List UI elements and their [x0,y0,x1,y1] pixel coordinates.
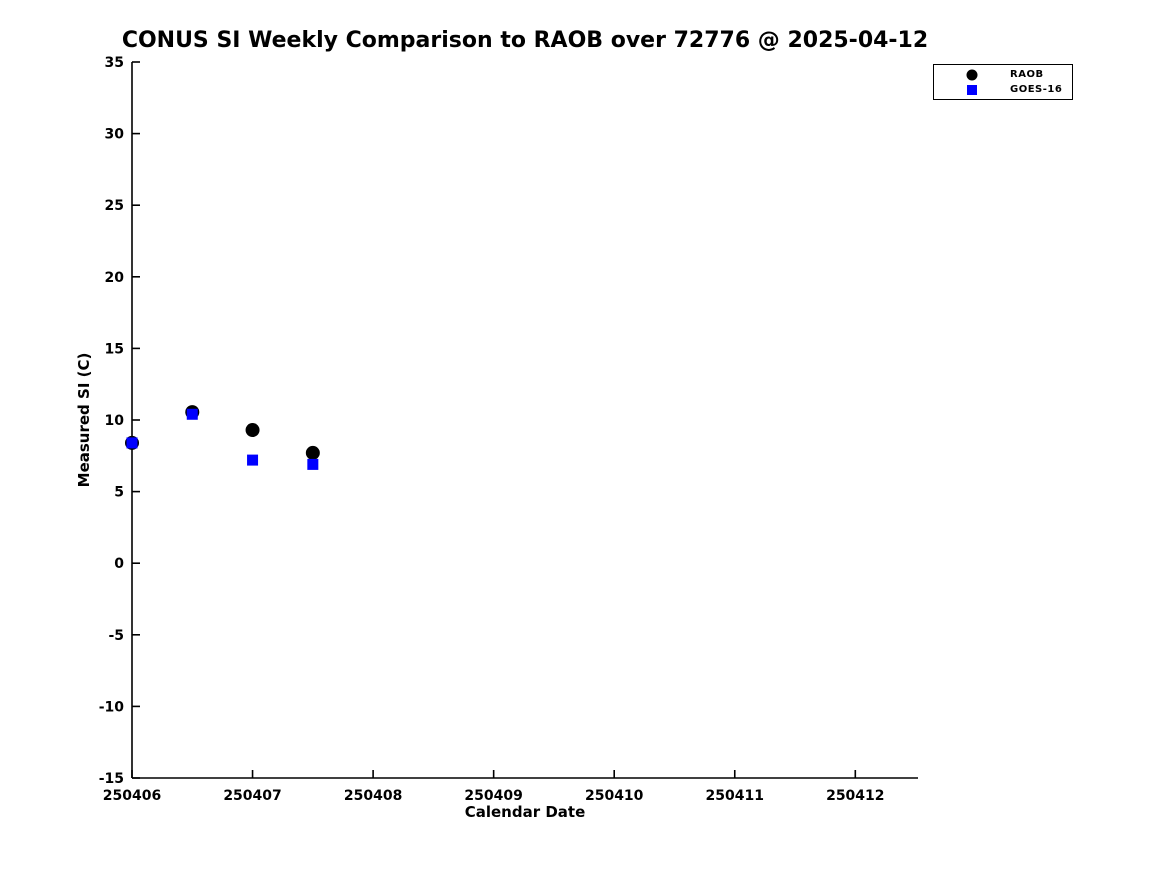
x-tick-label: 250410 [585,788,644,804]
data-point-raob [245,423,260,438]
data-point-goes-16 [126,437,138,449]
y-tick-label: 35 [105,55,124,71]
y-tick-label: 25 [105,198,124,214]
y-axis-label: Measured SI (C) [75,352,93,488]
y-tick-label: 30 [105,127,125,143]
x-tick-label: 250411 [706,788,764,804]
data-point-goes-16 [307,458,319,470]
raob-legend-marker-icon [934,68,1010,82]
x-tick-label: 250412 [826,788,884,804]
legend-item-goes16: GOES-16 [934,82,1072,97]
data-point-goes-16 [186,408,198,420]
y-tick-label: 5 [114,485,124,501]
legend-label-raob: RAOB [1010,69,1044,80]
goes16-legend-marker-icon [934,84,1010,96]
chart-title: CONUS SI Weekly Comparison to RAOB over … [121,28,929,53]
y-tick-label: 10 [105,413,125,429]
y-tick-label: 20 [105,270,125,286]
y-tick-label: -15 [99,771,124,787]
data-point-goes-16 [247,454,259,466]
x-tick-label: 250408 [344,788,402,804]
x-tick-label: 250406 [103,788,161,804]
x-tick-label: 250407 [223,788,281,804]
y-tick-label: -5 [108,628,124,644]
legend-label-goes16: GOES-16 [1010,84,1063,95]
x-tick-label: 250409 [464,788,522,804]
legend-item-raob: RAOB [934,67,1072,82]
legend: RAOB GOES-16 [933,64,1073,100]
data-point-raob [305,445,320,460]
y-tick-label: 0 [114,556,124,572]
x-axis-label: Calendar Date [464,803,586,821]
y-tick-label: 15 [105,341,124,357]
y-tick-label: -10 [99,699,125,715]
